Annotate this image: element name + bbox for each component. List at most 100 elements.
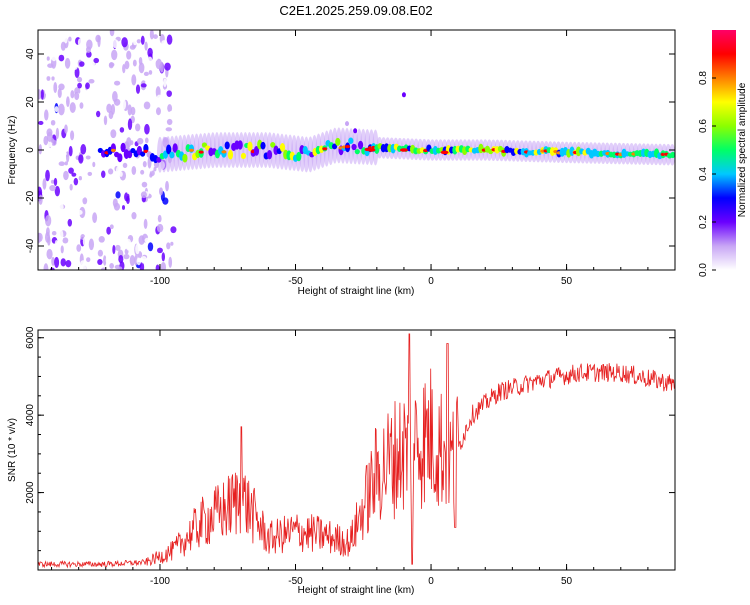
spectrogram-cell-304	[105, 88, 109, 99]
spectrogram-cell-298	[161, 40, 167, 46]
spectrogram-cell-214	[149, 30, 154, 40]
spectrogram-cell-173	[126, 205, 131, 216]
spectrogram-cell-145	[119, 171, 123, 177]
spectrogram-cell-757	[401, 92, 406, 98]
spectrogram-cell-354	[43, 263, 49, 270]
spectrogram-cell-384	[132, 59, 137, 67]
spectrogram-cell-317	[49, 184, 56, 192]
spectrogram-cell-29	[83, 30, 89, 40]
spectrogram-cell-45	[120, 47, 125, 58]
spectrogram-cell-13	[126, 195, 130, 205]
spectrogram-cell-185	[101, 170, 106, 178]
spectrogram-cell-634	[345, 144, 351, 149]
spectrogram-cell-241	[147, 47, 153, 58]
snr-frame	[37, 329, 676, 571]
spectrogram-cell-272	[44, 84, 49, 95]
spectrogram-cell-555	[117, 153, 123, 163]
snr-y-tick-label-0: 2000	[25, 481, 36, 504]
spectrogram-cell-296	[45, 148, 51, 156]
spectrogram-cell-339	[135, 243, 140, 255]
spectrogram-cell-290	[69, 102, 76, 114]
spectrogram-cell-378	[140, 255, 148, 264]
snr-series-line	[38, 333, 675, 569]
spectrogram-cell-238	[47, 158, 54, 169]
spectrogram-cell-255	[57, 88, 62, 99]
colorbar-tick-label-0: 0.0	[698, 263, 709, 277]
spectrogram-cell-607	[270, 141, 276, 148]
spectrogram-y-tick-label-3: 20	[25, 96, 36, 108]
spectrogram-cell-316	[149, 91, 155, 98]
spectrogram-cell-268	[125, 238, 132, 251]
spectrogram-cell-159	[106, 103, 112, 113]
spectrogram-cell-583	[198, 150, 204, 154]
spectrogram-cell-346	[71, 172, 77, 177]
spectrogram-cell-158	[51, 256, 55, 266]
spectrogram-cell-293	[45, 227, 50, 237]
spectrogram-cell-599	[247, 141, 253, 152]
spectrogram-y-axis-label: Frequency (Hz)	[7, 116, 18, 185]
spectrogram-cell-313	[109, 263, 114, 269]
spectrogram-cell-568	[156, 157, 162, 163]
spectrogram-cell-333	[109, 224, 114, 230]
snr-x-tick-label-3: 50	[561, 576, 573, 587]
spectrogram-cell-394	[46, 131, 53, 142]
spectrogram-cell-358	[153, 166, 157, 172]
spectrogram-cell-391	[68, 36, 72, 42]
spectrogram-cell-414	[88, 79, 95, 84]
spectrogram-cell-760	[288, 109, 293, 115]
spectrogram-cell-94	[131, 212, 137, 220]
spectrogram-cell-401	[98, 235, 105, 243]
spectrogram-cell-42	[79, 61, 85, 67]
spectrogram-cell-178	[100, 211, 105, 221]
spectrogram-x-tick-label-3: 50	[561, 276, 573, 287]
spectrogram-cell-284	[166, 118, 173, 126]
spectrogram-cell-553	[110, 148, 116, 152]
spectrogram-cell-225	[90, 53, 97, 59]
spectrogram-cell-389	[50, 49, 58, 62]
spectrogram-cell-213	[60, 151, 67, 157]
spectrogram-cell-169	[50, 179, 55, 184]
spectrogram-cell-1	[58, 54, 65, 62]
spectrogram-cell-291	[42, 31, 47, 36]
spectrogram-cell-388	[76, 209, 83, 215]
spectrogram-cell-364	[103, 115, 108, 126]
spectrogram-cell-264	[139, 261, 145, 270]
spectrogram-cell-165	[114, 133, 122, 141]
spectrogram-cell-62	[100, 46, 107, 54]
spectrogram-cell-197	[55, 127, 60, 140]
spectrogram-cell-11	[92, 212, 98, 224]
spectrogram-cell-47	[122, 116, 128, 125]
spectrogram-cell-245	[38, 261, 41, 270]
spectrogram-cell-103	[106, 226, 111, 235]
spectrogram-cell-15	[143, 101, 151, 110]
spectrogram-cell-310	[38, 144, 42, 155]
spectrogram-cell-359	[133, 31, 139, 37]
spectrogram-cell-355	[117, 112, 121, 119]
spectrogram-cell-81	[163, 229, 168, 235]
spectrogram-cell-275	[101, 63, 106, 76]
spectrogram-cell-186	[58, 161, 65, 167]
spectrogram-cell-68	[76, 244, 82, 252]
spectrogram-cell-375	[140, 83, 147, 88]
snr-y-tick-label-2: 6000	[25, 326, 36, 349]
spectrogram-cell-591	[221, 150, 227, 154]
spectrogram-cell-202	[77, 82, 82, 89]
spectrogram-cell-295	[77, 221, 82, 229]
spectrogram-cell-258	[54, 106, 59, 113]
snr-y-ticks: 2000 4000 6000	[25, 326, 675, 552]
spectrogram-cell-754	[367, 148, 376, 152]
spectrogram-cell-154	[119, 127, 125, 133]
spectrogram-cell-306	[54, 185, 61, 197]
spectrogram-cell-330	[147, 56, 153, 66]
colorbar: 0.0 0.2 0.4 0.6 0.8 Normalized spectral ampl…	[698, 30, 748, 277]
spectrogram-cell-377	[131, 227, 136, 237]
spectrogram-cell-410	[113, 98, 121, 106]
spectrogram-cell-321	[40, 220, 47, 231]
spectrogram-cell-312	[105, 256, 110, 264]
spectrogram-cell-253	[64, 161, 68, 166]
spectrogram-cell-399	[121, 98, 127, 110]
spectrogram-cell-35	[155, 199, 161, 211]
spectrogram-y-ticks: -40 -20 0 20 40	[25, 48, 675, 253]
spectrogram-cell-606	[266, 150, 273, 160]
colorbar-ticks: 0.0 0.2 0.4 0.6 0.8	[698, 71, 716, 277]
